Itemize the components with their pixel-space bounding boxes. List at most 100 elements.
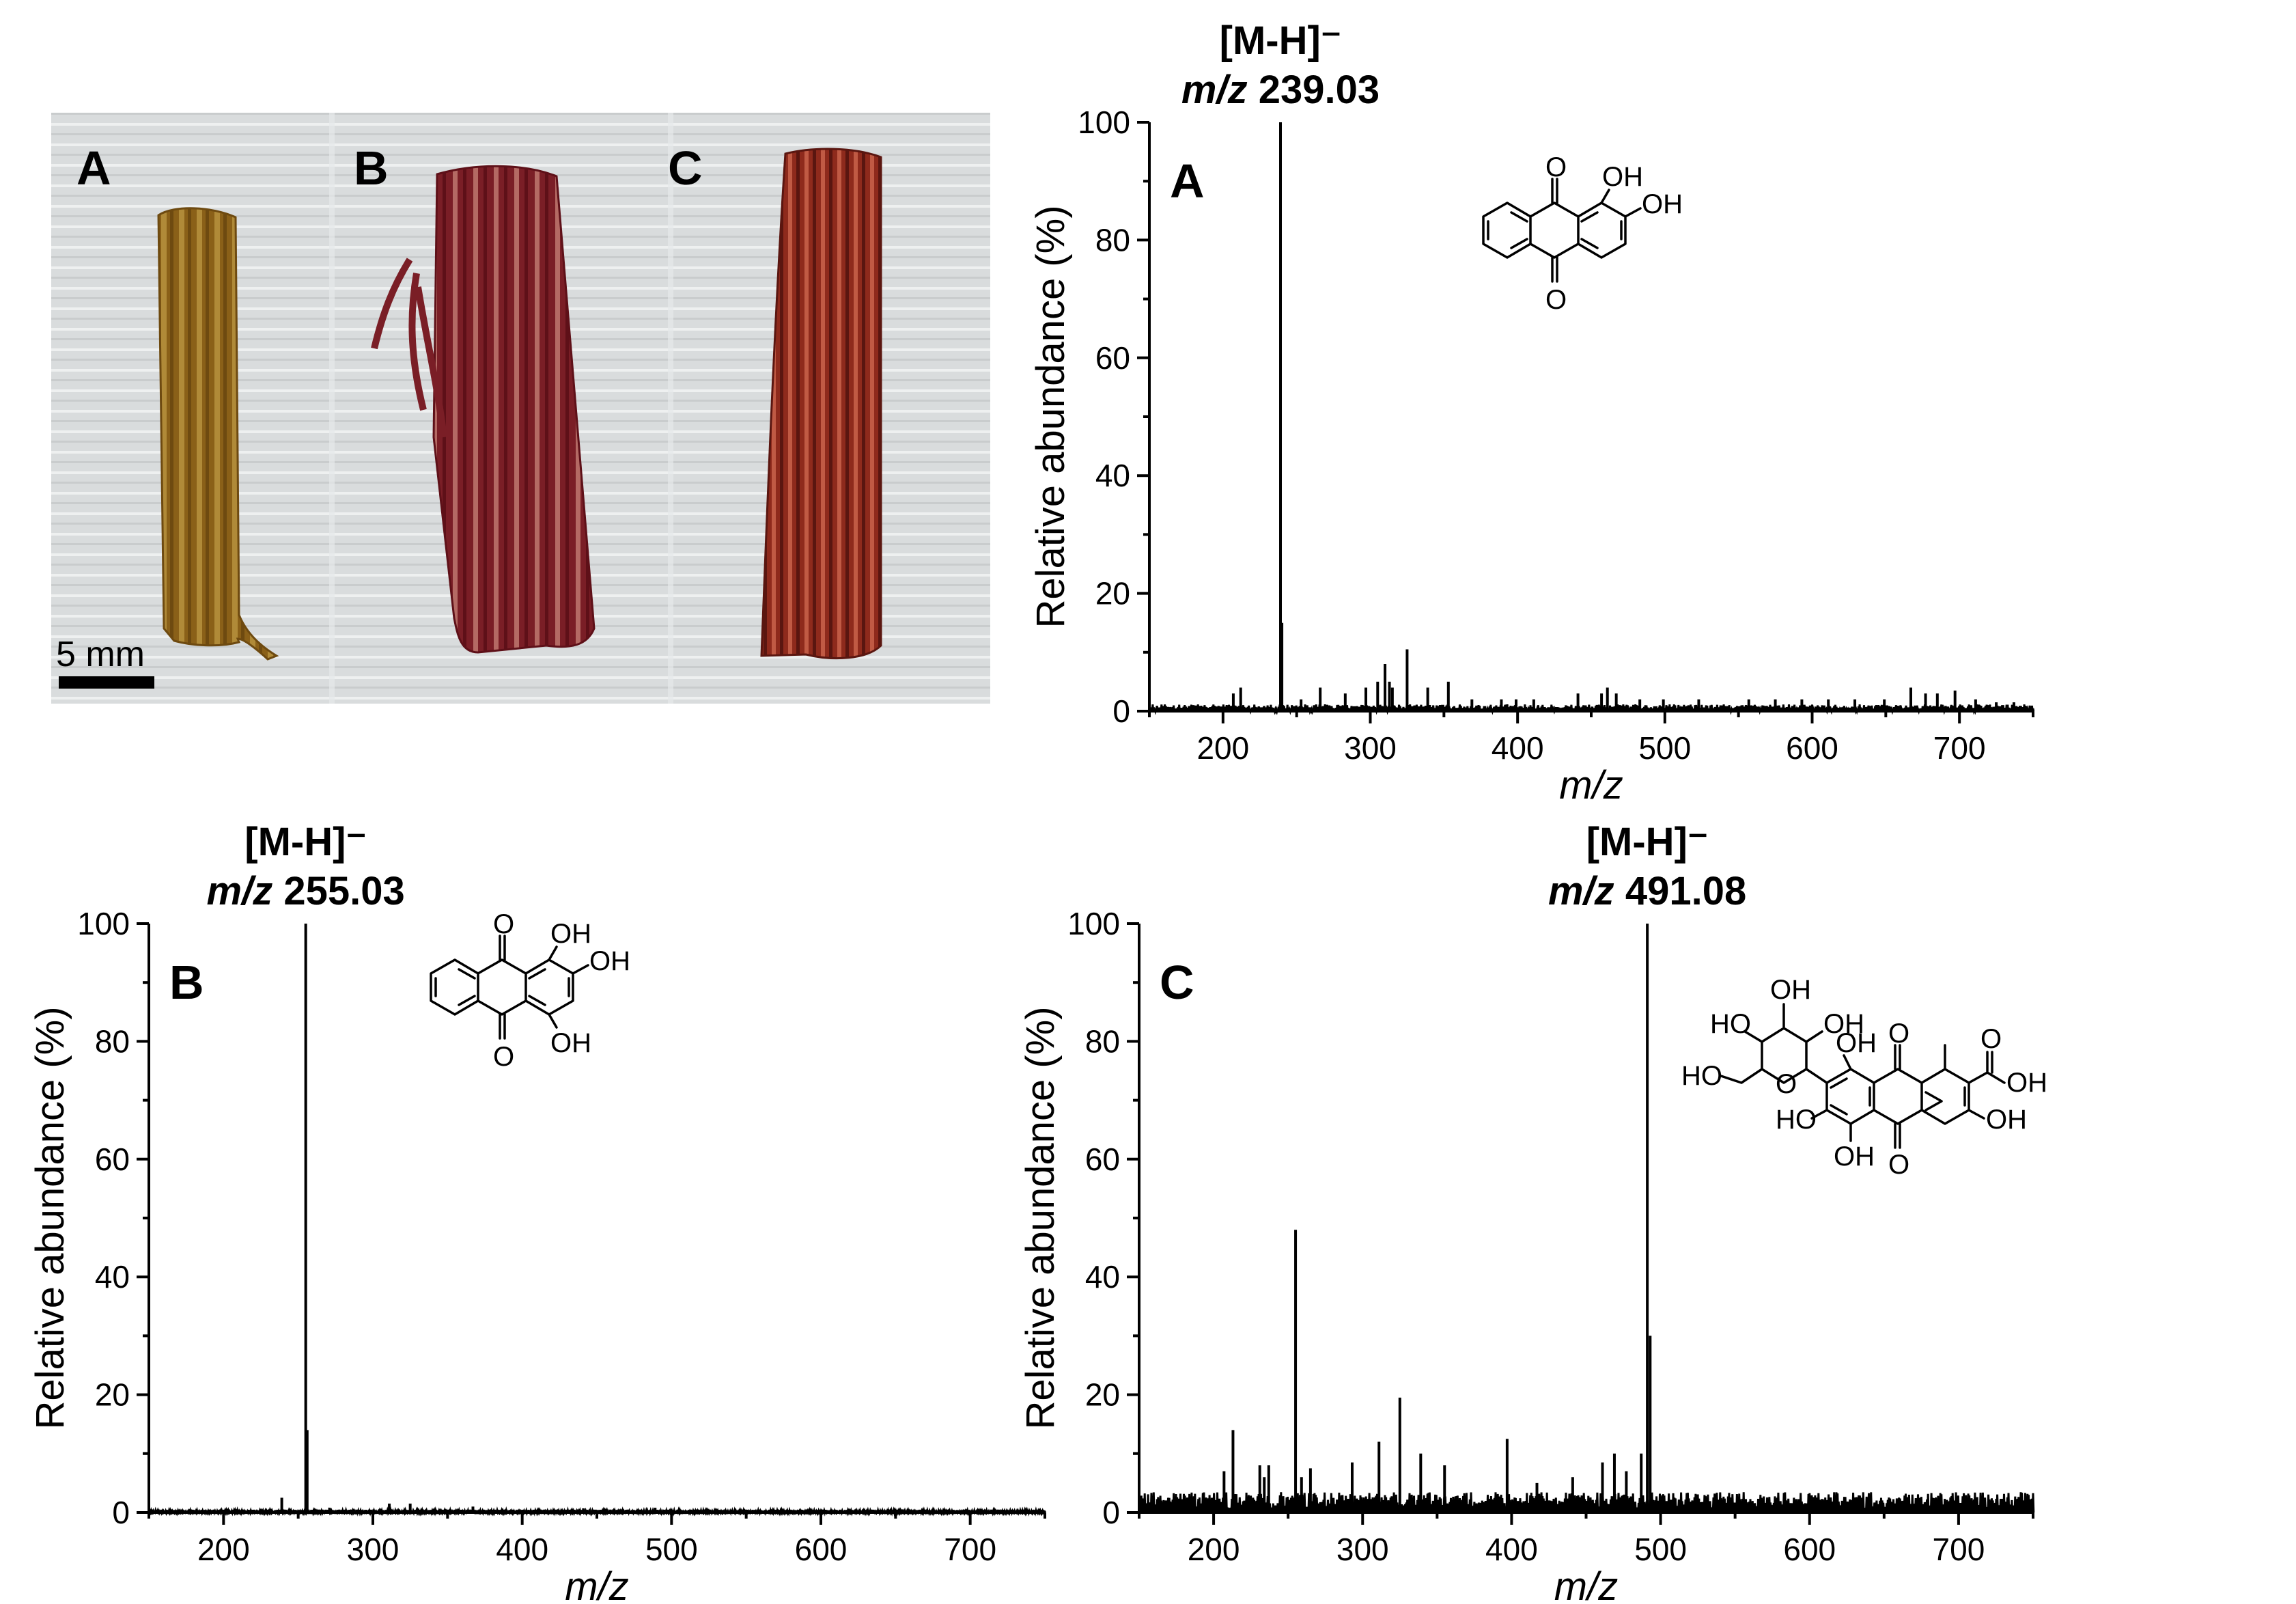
structure-b-o-bottom: O <box>493 1042 514 1072</box>
chart-a-y-tick-label: 100 <box>1078 105 1130 140</box>
chart-c-y-tick-label: 100 <box>1067 906 1120 941</box>
chart-c-y-tick-label: 60 <box>1085 1142 1120 1177</box>
structure-b: O O OH OH OH <box>430 909 630 1072</box>
chart-c-y-tick-label: 0 <box>1102 1495 1120 1530</box>
scale-bar <box>59 676 154 689</box>
chart-c-x-tick-label: 700 <box>1933 1532 1985 1567</box>
chart-b-y-tick-label: 20 <box>95 1377 130 1413</box>
structure-c-oh5: OH <box>1986 1105 2027 1135</box>
chart-a-x-tick-label: 700 <box>1933 730 1986 766</box>
structure-c-bonds <box>1720 1003 2006 1149</box>
chart-c-x-tick-label: 300 <box>1336 1532 1389 1567</box>
structure-c-o-bottom: O <box>1888 1150 1909 1180</box>
chart-b-x-axis-title: m/z <box>565 1564 628 1604</box>
chart-a-y-tick-label: 60 <box>1095 340 1130 376</box>
chart-b-x-tick-label: 300 <box>347 1532 400 1567</box>
chart-b-x-tick-label: 600 <box>795 1532 848 1567</box>
chart-panel-a: 0 20 40 60 80 100 200 300 400 500 600 700 Relative a… <box>1028 18 2035 807</box>
structure-c-ring-o: O <box>1776 1069 1797 1099</box>
chart-a-x-tick-label: 300 <box>1344 730 1397 766</box>
chart-a-y-tick-label: 20 <box>1095 576 1130 611</box>
structure-a-o-bottom: O <box>1545 285 1567 315</box>
structure-b-oh1: OH <box>550 919 591 949</box>
chart-a-x-tick-label: 200 <box>1196 730 1249 766</box>
chart-c-y-axis-title: Relative abundance (%) <box>1018 1006 1063 1429</box>
chart-panel-b: 0 20 40 60 80 100 200 300 400 500 600 700 Relative a… <box>28 820 1047 1604</box>
chart-b-x-tick-label: 500 <box>645 1532 698 1567</box>
chart-b-annotation-ion: [M-H]⁻ <box>244 820 367 864</box>
structure-c-oh-top: OH <box>1770 975 1811 1005</box>
fabric-sample-c <box>760 148 882 660</box>
chart-a-x-tick-label: 600 <box>1786 730 1838 766</box>
structure-a: O O OH OH <box>1482 152 1683 315</box>
chart-b-annotation-mz: m/z 255.03 <box>207 869 405 913</box>
structure-c-ho1: HO <box>1710 1009 1751 1039</box>
photo-label-c: C <box>668 141 703 195</box>
chart-b-x-tick-label: 200 <box>197 1532 250 1567</box>
chart-c-panel-label: C <box>1160 956 1194 1009</box>
chart-b-y-tick-label: 60 <box>95 1142 130 1177</box>
chart-c-baseline-noise <box>1138 1492 2035 1513</box>
chart-c-annotation-ion: [M-H]⁻ <box>1586 820 1709 864</box>
chart-a-x-tick-label: 400 <box>1492 730 1544 766</box>
chart-b-panel-label: B <box>169 956 204 1009</box>
structure-b-bonds <box>430 935 589 1040</box>
fabric-sample-b <box>432 165 596 654</box>
photo-panel: A B C 5 mm <box>51 113 990 704</box>
chart-c-y-tick-label: 80 <box>1085 1023 1120 1059</box>
chart-b-x-tick-label: 400 <box>496 1532 548 1567</box>
chart-c-y-tick-label: 40 <box>1085 1259 1120 1295</box>
chart-a-y-tick-label: 0 <box>1112 693 1130 729</box>
chart-c-x-tick-label: 500 <box>1634 1532 1687 1567</box>
chart-a-y-tick-label: 80 <box>1095 222 1130 258</box>
structure-c-oh4: OH <box>1834 1142 1875 1172</box>
structure-c-oh3: OH <box>1836 1028 1877 1058</box>
photo-label-a: A <box>76 141 111 195</box>
chart-a-x-axis-title: m/z <box>1559 763 1623 807</box>
structure-b-o-top: O <box>493 909 514 939</box>
structure-a-o-top: O <box>1545 152 1567 182</box>
structure-b-oh2: OH <box>589 946 630 976</box>
chart-b-annotation-value: 255.03 <box>283 869 404 913</box>
chart-a-baseline-noise <box>1148 704 2035 715</box>
fabric-sample-b-fringe <box>371 258 447 438</box>
structure-a-oh2: OH <box>1642 189 1683 219</box>
structure-c-o-top: O <box>1888 1019 1909 1049</box>
structure-b-oh3: OH <box>550 1028 591 1058</box>
chart-c-x-axis-title: m/z <box>1554 1564 1618 1604</box>
structure-c: OH HO OH HO O OH O O O OH HO OH OH <box>1681 975 2047 1180</box>
structure-c-cooh-o: O <box>1980 1024 2002 1054</box>
structure-c-oh2: OH <box>1823 1009 1864 1039</box>
chart-b-y-axis-title: Relative abundance (%) <box>28 1006 72 1429</box>
structure-a-oh1: OH <box>1602 162 1643 192</box>
chart-b-x-tick-label: 700 <box>944 1532 996 1567</box>
chart-a-panel-label: A <box>1170 154 1205 208</box>
structure-c-ho-ch2: HO <box>1681 1061 1722 1091</box>
chart-a-x-tick-label: 500 <box>1638 730 1691 766</box>
chart-a-y-axis-title: Relative abundance (%) <box>1028 205 1073 628</box>
chart-c-annotation-value: 491.08 <box>1625 869 1746 913</box>
chart-b-y-tick-label: 0 <box>112 1495 130 1530</box>
chart-b-annotation-prefix: m/z <box>207 869 284 913</box>
photo-panel-divider <box>329 113 335 704</box>
chart-c-x-tick-label: 400 <box>1485 1532 1538 1567</box>
chart-b-y-tick-label: 100 <box>77 906 130 941</box>
chart-c-annotation-prefix: m/z <box>1548 869 1625 913</box>
chart-c-x-tick-label: 600 <box>1783 1532 1836 1567</box>
scale-bar-label: 5 mm <box>56 635 145 674</box>
chart-c-x-tick-label: 200 <box>1188 1532 1240 1567</box>
chart-a-annotation-ion: [M-H]⁻ <box>1220 18 1342 63</box>
fabric-sample-a <box>157 207 279 661</box>
chart-a-annotation-mz: m/z 239.03 <box>1181 68 1380 112</box>
chart-a-annotation-prefix: m/z <box>1181 68 1259 112</box>
structure-c-cooh-oh: OH <box>2006 1068 2047 1098</box>
photo-label-b: B <box>354 141 389 195</box>
structure-a-bonds <box>1482 178 1642 283</box>
photo-panel-divider <box>668 113 673 704</box>
chart-panel-c: 0 20 40 60 80 100 200 300 400 500 600 700 Relative a… <box>1018 820 2035 1604</box>
chart-b-y-tick-label: 80 <box>95 1023 130 1059</box>
chart-c-y-tick-label: 20 <box>1085 1377 1120 1413</box>
chart-c-annotation-mz: m/z 491.08 <box>1548 869 1746 913</box>
structure-c-ho2: HO <box>1776 1105 1817 1135</box>
